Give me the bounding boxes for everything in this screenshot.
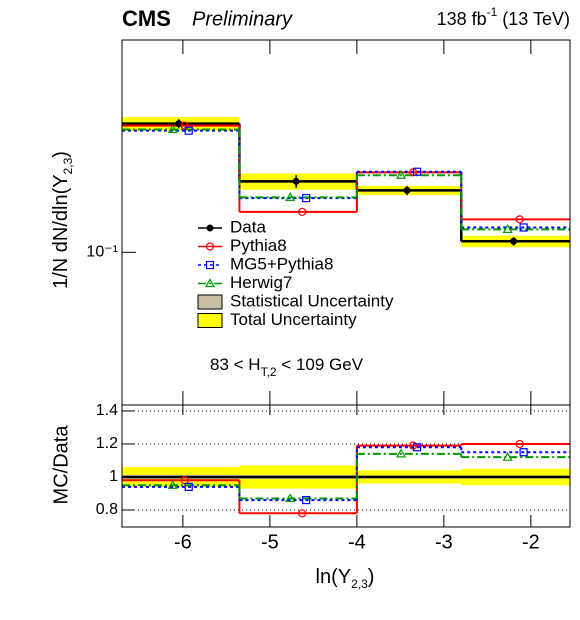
marker <box>515 439 524 449</box>
annotation: 83 < HT,2 < 109 GeV <box>210 355 364 379</box>
marker <box>204 278 216 288</box>
marker <box>412 167 422 176</box>
x-label-text: ) <box>368 566 375 588</box>
marker <box>502 451 513 461</box>
legend-swatch <box>197 313 223 328</box>
y-axis-label: 1/N dN/dln(Y2,3) <box>50 151 75 289</box>
y-label-text: ) <box>50 151 72 158</box>
marker <box>285 192 296 201</box>
y-tick-label: 1.2 <box>96 435 118 452</box>
marker <box>285 493 296 503</box>
plot-frame <box>121 39 571 406</box>
marker <box>302 193 311 203</box>
ratio-frame <box>121 404 571 528</box>
x-label-sub: 2,3 <box>351 577 368 591</box>
x-axis-label: ln(Y2,3) <box>316 566 375 591</box>
data-point <box>510 237 518 245</box>
marker <box>519 223 528 232</box>
status: Preliminary <box>192 8 293 30</box>
marker <box>412 443 422 452</box>
marker <box>167 480 178 489</box>
x-tick-label: -5 <box>261 531 279 553</box>
legend-label: Total Uncertainty <box>230 310 357 329</box>
annotation-sub: T,2 <box>261 365 277 379</box>
legend-label: Statistical Uncertainty <box>230 291 394 310</box>
legend-label: Data <box>230 217 266 236</box>
x-label-text: ln(Y <box>316 566 352 588</box>
x-tick-label: -2 <box>522 531 540 553</box>
legend-swatch <box>197 294 223 310</box>
x-tick-label: -4 <box>348 531 366 553</box>
legend-label: MG5+Pythia8 <box>230 254 333 273</box>
marker <box>396 448 407 458</box>
marker <box>167 124 178 134</box>
y-label-sub: 2,3 <box>61 157 75 174</box>
legend-label: Herwig7 <box>230 273 292 292</box>
marker <box>298 207 307 216</box>
y-tick-label: 0.8 <box>96 501 118 518</box>
marker <box>298 509 307 518</box>
x-tick-label: -6 <box>174 531 192 553</box>
experiment: CMS <box>122 6 171 31</box>
marker <box>515 215 524 224</box>
lumi: 138 fb-1 (13 TeV) <box>437 5 570 29</box>
lumi-sup: -1 <box>487 5 498 19</box>
ratio-y-label: MC/Data <box>50 425 72 505</box>
marker <box>396 170 407 179</box>
annotation-text: 83 < H <box>210 355 261 374</box>
y-tick-label: 10⁻¹ <box>86 243 118 260</box>
annotation-text: < 109 GeV <box>277 355 364 374</box>
data-point <box>403 186 411 194</box>
marker <box>184 126 193 135</box>
marker <box>205 242 215 251</box>
lumi-text: 138 fb <box>437 9 487 29</box>
marker <box>184 482 193 491</box>
y-tick-label: 1.4 <box>96 402 118 419</box>
legend-label: Pythia8 <box>230 236 287 255</box>
data-point <box>175 120 183 128</box>
marker <box>519 448 528 457</box>
data-point <box>206 224 214 232</box>
x-tick-label: -3 <box>435 531 453 553</box>
marker <box>502 224 513 233</box>
y-label-text: 1/N dN/dln(Y <box>50 174 72 289</box>
data-point <box>292 177 300 185</box>
lumi-text: (13 TeV) <box>497 9 570 29</box>
marker <box>205 260 215 270</box>
marker <box>302 495 311 505</box>
y-tick-label: 1 <box>109 468 118 485</box>
